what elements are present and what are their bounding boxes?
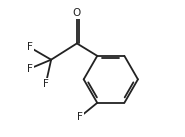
Text: F: F bbox=[77, 112, 83, 122]
Text: O: O bbox=[73, 8, 81, 18]
Text: F: F bbox=[27, 42, 33, 52]
Text: F: F bbox=[43, 79, 49, 89]
Text: F: F bbox=[27, 64, 33, 73]
